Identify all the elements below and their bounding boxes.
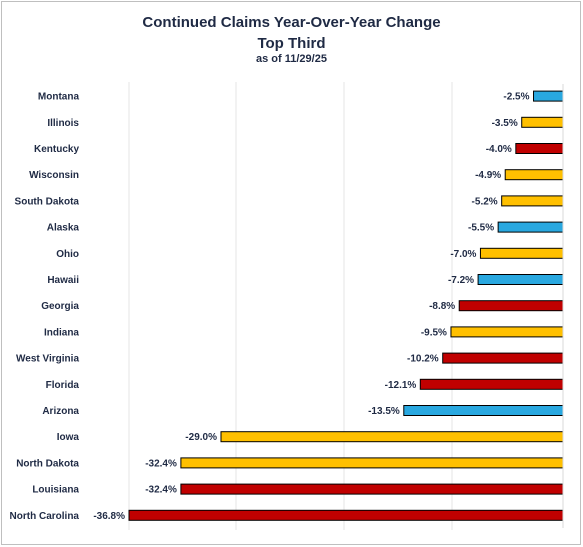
bar-arizona <box>403 405 564 416</box>
category-label: North Dakota <box>16 458 79 469</box>
category-label: Florida <box>46 380 80 391</box>
data-label: -3.5% <box>492 118 518 129</box>
data-label: -13.5% <box>368 406 400 417</box>
category-label: Iowa <box>57 432 80 443</box>
data-label: -10.2% <box>407 354 439 365</box>
data-label: -8.8% <box>429 301 455 312</box>
data-label: -4.9% <box>475 170 501 181</box>
chart-subtitle: Top Third <box>257 35 326 52</box>
data-label: -7.2% <box>448 275 474 286</box>
category-label: Georgia <box>41 301 79 312</box>
category-label: South Dakota <box>15 196 80 207</box>
data-label: -2.5% <box>503 92 529 103</box>
bar-illinois <box>521 116 564 128</box>
data-label: -7.0% <box>450 249 476 260</box>
bar-wisconsin <box>504 169 564 181</box>
category-label: Wisconsin <box>29 170 79 181</box>
bar-montana <box>533 90 564 102</box>
bar-louisiana <box>180 483 564 495</box>
category-label: Ohio <box>56 249 79 260</box>
bar-north-dakota <box>180 457 564 469</box>
category-label: Arizona <box>42 406 79 417</box>
data-label: -32.4% <box>145 458 177 469</box>
data-label: -12.1% <box>385 380 417 391</box>
category-label: Montana <box>38 92 80 103</box>
data-label: -5.2% <box>472 196 498 207</box>
category-label: Alaska <box>47 223 80 234</box>
chart-date-note: as of 11/29/25 <box>256 53 327 65</box>
bar-kentucky <box>515 143 564 154</box>
bar-west-virginia <box>442 352 564 364</box>
category-label: Kentucky <box>34 144 79 155</box>
bar-florida <box>419 378 564 390</box>
category-label: Indiana <box>44 327 79 338</box>
data-label: -32.4% <box>145 485 177 496</box>
bar-north-carolina <box>128 509 564 521</box>
bar-ohio <box>479 247 564 259</box>
bar-indiana <box>450 326 564 338</box>
category-label: West Virginia <box>16 354 79 365</box>
category-label: North Carolina <box>10 511 80 522</box>
bar-hawaii <box>477 274 564 285</box>
chart-title: Continued Claims Year-Over-Year Change <box>142 14 441 31</box>
bar-iowa <box>220 431 564 443</box>
data-label: -29.0% <box>185 432 217 443</box>
category-label: Hawaii <box>47 275 79 286</box>
bar-georgia <box>458 300 564 312</box>
bar-alaska <box>497 221 564 233</box>
bar-south-dakota <box>501 195 564 207</box>
data-label: -4.0% <box>486 144 512 155</box>
data-label: -5.5% <box>468 223 494 234</box>
data-label: -9.5% <box>421 327 447 338</box>
category-label: Louisiana <box>32 485 79 496</box>
category-label: Illinois <box>47 118 79 129</box>
data-label: -36.8% <box>93 511 125 522</box>
